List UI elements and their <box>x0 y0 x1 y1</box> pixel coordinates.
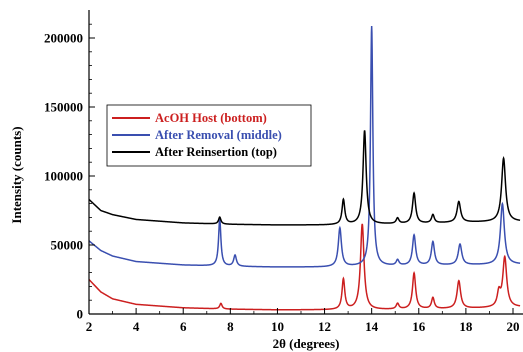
y-tick-label: 50000 <box>51 238 84 253</box>
y-tick-label: 150000 <box>44 100 83 115</box>
x-ticks: 2 4 6 8 10 12 14 16 18 20 <box>86 308 520 334</box>
legend-label-after-removal: After Removal (middle) <box>155 128 282 142</box>
y-ticks: 0 50000 100000 150000 200000 <box>44 23 95 322</box>
legend-entry-after-reinsertion: After Reinsertion (top) <box>112 145 277 159</box>
x-tick-label: 20 <box>507 319 520 334</box>
plot-lines <box>88 25 521 311</box>
legend-entry-acoh-host: AcOH Host (bottom) <box>112 111 267 125</box>
x-tick-label: 6 <box>180 319 187 334</box>
x-tick-label: 16 <box>412 319 426 334</box>
y-tick-label: 0 <box>77 307 84 322</box>
series-line-after-removal <box>88 25 521 268</box>
x-tick-label: 18 <box>459 319 473 334</box>
x-axis-title: 2θ (degrees) <box>273 336 340 351</box>
legend-label-acoh-host: AcOH Host (bottom) <box>155 111 267 125</box>
series-line-acoh-host <box>88 223 521 311</box>
legend-entry-after-removal: After Removal (middle) <box>112 128 282 142</box>
x-tick-label: 10 <box>271 319 284 334</box>
legend: AcOH Host (bottom) After Removal (middle… <box>106 104 312 167</box>
x-tick-label: 2 <box>86 319 93 334</box>
y-axis-title: Intensity (counts) <box>9 126 24 223</box>
y-tick-label: 200000 <box>44 31 83 46</box>
x-tick-label: 12 <box>318 319 331 334</box>
series-line-after-reinsertion <box>88 130 521 226</box>
x-tick-label: 4 <box>133 319 140 334</box>
x-tick-label: 14 <box>365 319 379 334</box>
legend-label-after-reinsertion: After Reinsertion (top) <box>155 145 277 159</box>
y-tick-label: 100000 <box>44 169 83 184</box>
x-tick-label: 8 <box>227 319 234 334</box>
